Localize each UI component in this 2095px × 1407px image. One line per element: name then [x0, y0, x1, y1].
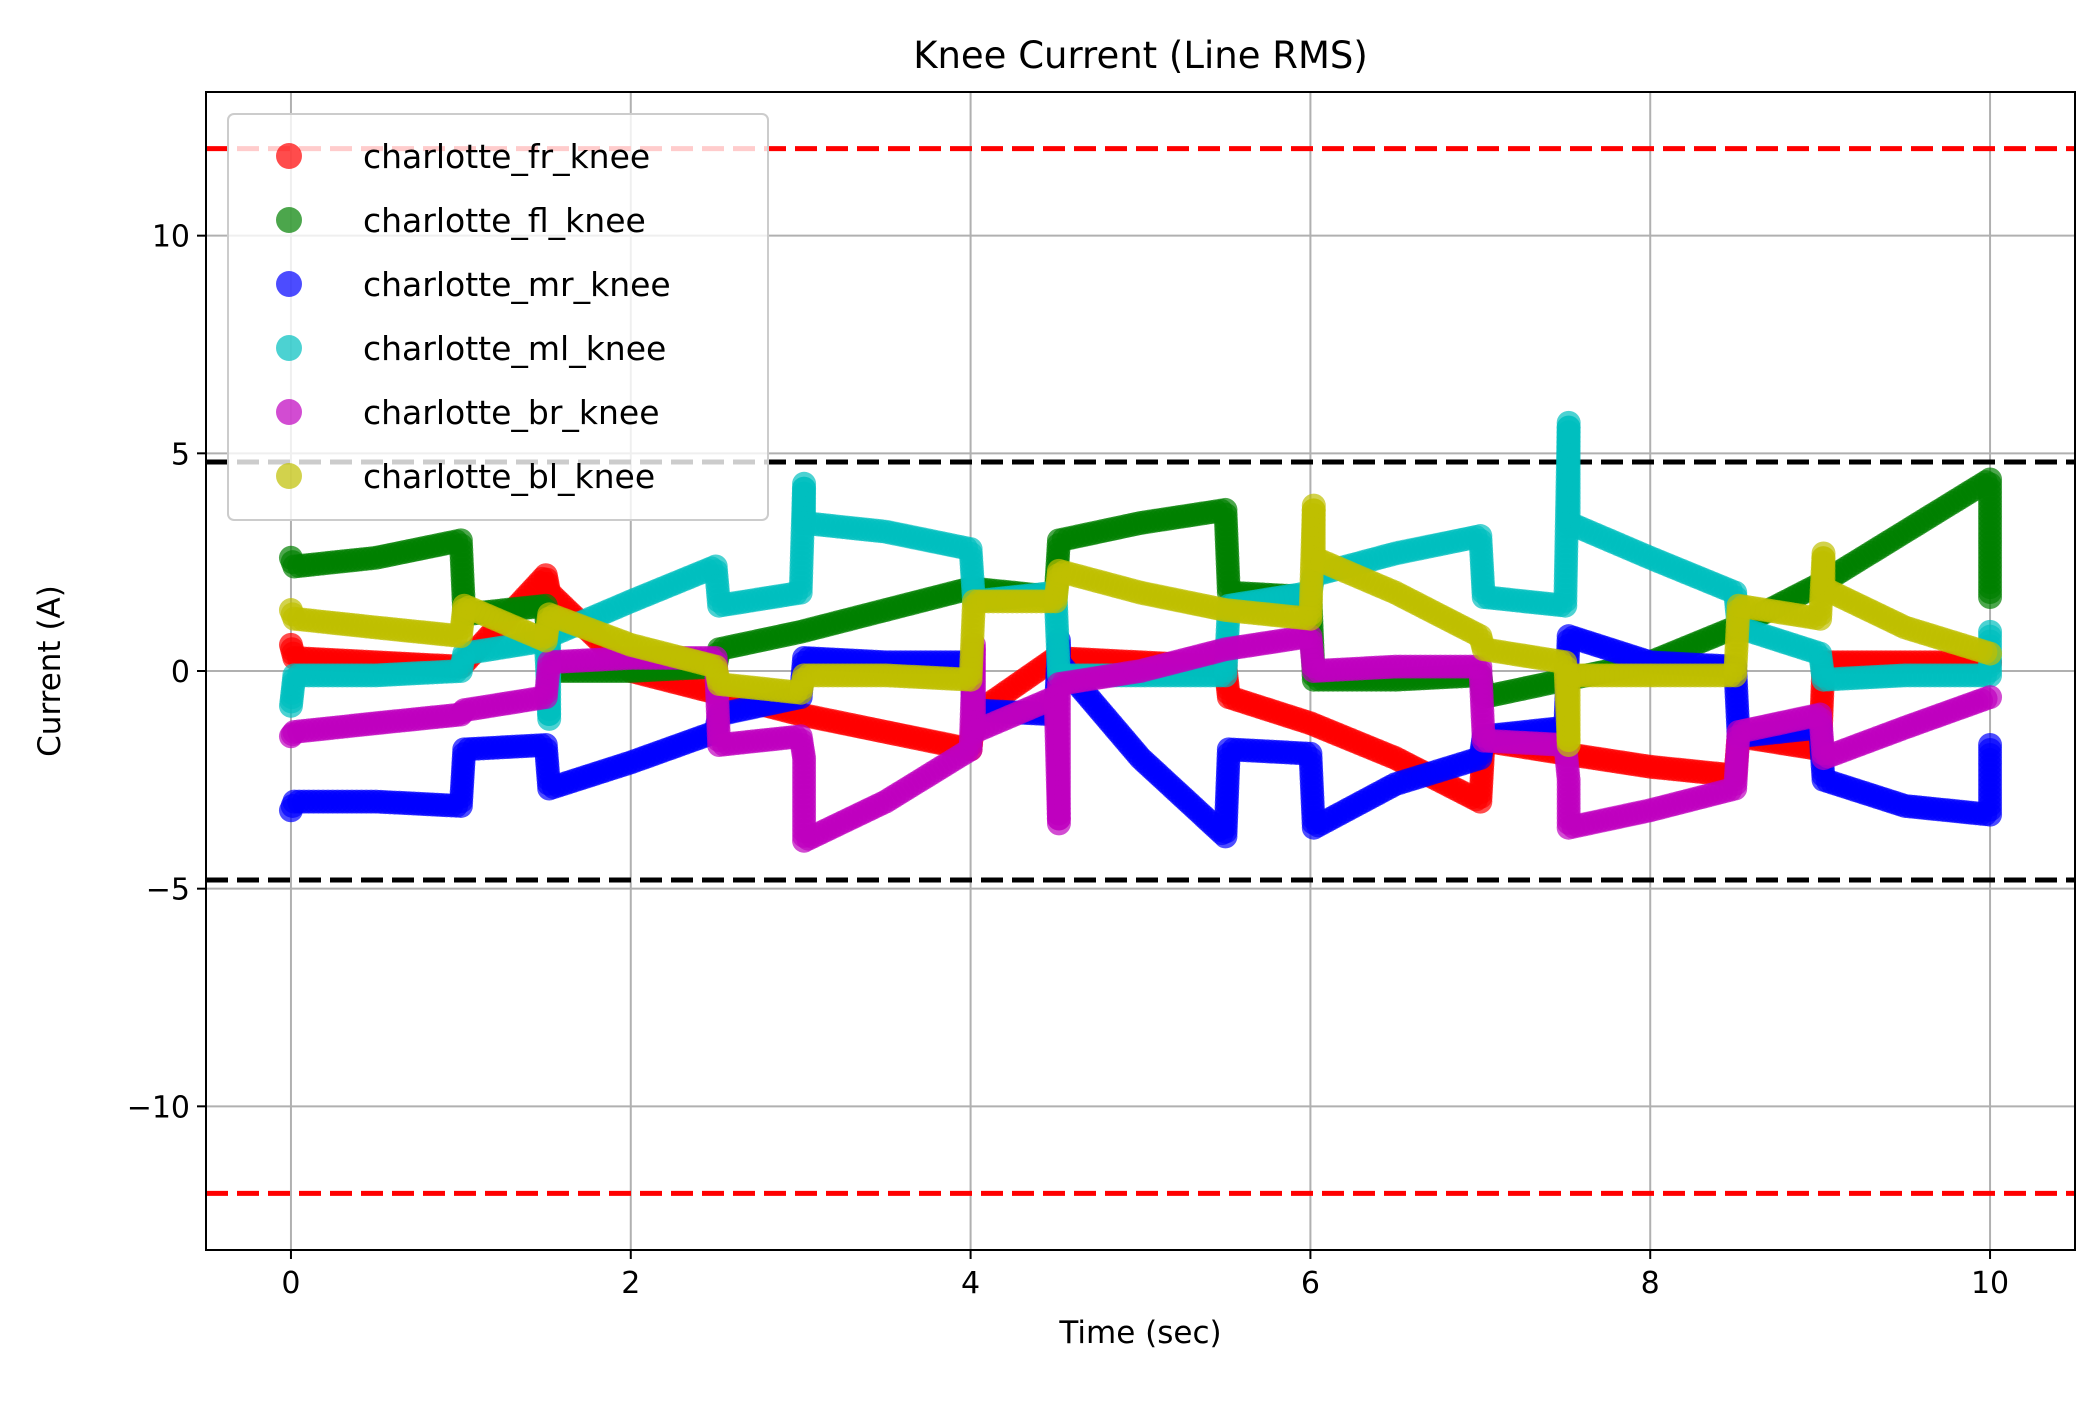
series-layer	[278, 410, 2003, 853]
x-tick-label: 8	[1641, 1266, 1660, 1301]
legend-label: charlotte_fl_knee	[363, 201, 646, 240]
data-point	[1978, 584, 2003, 609]
y-tick-label: 0	[171, 655, 190, 690]
y-axis-label: Current (A)	[32, 585, 68, 757]
legend-marker	[276, 399, 302, 425]
legend-marker	[276, 335, 302, 361]
x-axis-label: Time (sec)	[1058, 1315, 1221, 1351]
data-point	[1978, 733, 2003, 758]
chart-title: Knee Current (Line RMS)	[913, 34, 1368, 77]
data-point	[1978, 685, 2003, 710]
tick-layer: 0 2 4 6 8 10 −10 −5 0 5 10	[127, 220, 2009, 1301]
data-point	[1978, 619, 2003, 644]
y-tick-label: −5	[146, 873, 190, 908]
legend-marker	[276, 271, 302, 297]
y-tick-label: −10	[127, 1090, 190, 1125]
x-tick-label: 6	[1301, 1266, 1320, 1301]
x-tick-label: 4	[961, 1266, 980, 1301]
legend: charlotte_fr_knee charlotte_fl_kneecharlo…	[227, 113, 769, 521]
legend-label: charlotte_ml_knee	[363, 329, 666, 368]
y-tick-label: 10	[152, 220, 190, 255]
legend-marker	[276, 207, 302, 233]
series-charlotte_bl_knee	[278, 493, 2003, 758]
legend-marker	[276, 463, 302, 489]
y-tick-label: 5	[171, 437, 190, 472]
legend-marker	[276, 143, 302, 169]
x-tick-label: 0	[281, 1266, 300, 1301]
legend-label: charlotte_bl_knee	[363, 457, 655, 496]
x-tick-label: 10	[1971, 1266, 2009, 1301]
legend-label: charlotte_br_knee	[363, 393, 660, 432]
legend-box	[227, 113, 769, 521]
x-tick-label: 2	[621, 1266, 640, 1301]
legend-label: charlotte_fr_knee	[363, 137, 650, 176]
legend-label: charlotte_mr_knee	[363, 265, 671, 304]
data-point	[1978, 641, 2003, 666]
